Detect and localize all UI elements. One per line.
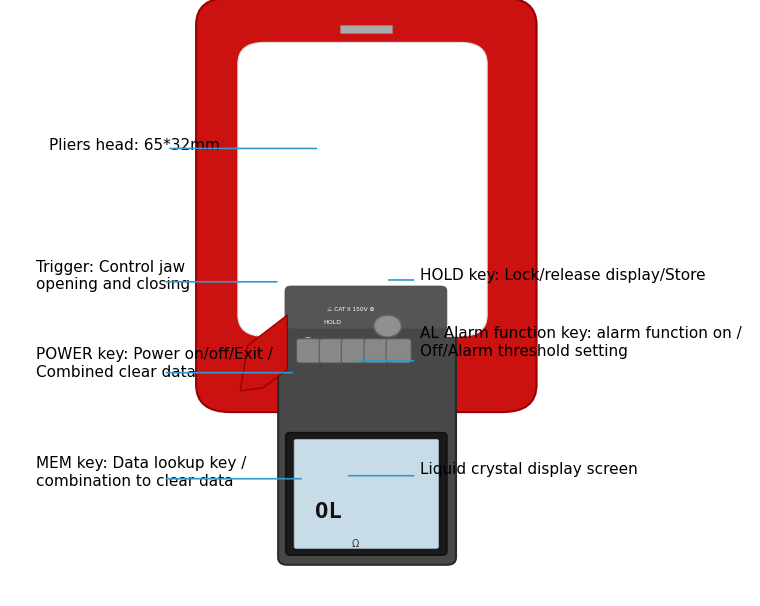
FancyBboxPatch shape	[296, 339, 321, 363]
Text: Trigger: Control jaw
opening and closing: Trigger: Control jaw opening and closing	[36, 259, 191, 292]
FancyBboxPatch shape	[294, 439, 439, 548]
FancyBboxPatch shape	[386, 339, 411, 363]
FancyBboxPatch shape	[319, 339, 344, 363]
Text: MEM key: Data lookup key /
combination to clear data: MEM key: Data lookup key / combination t…	[36, 456, 247, 489]
Text: HOLD: HOLD	[323, 320, 341, 325]
FancyBboxPatch shape	[340, 25, 392, 33]
FancyBboxPatch shape	[287, 324, 447, 373]
Text: POWER key: Power on/off/Exit /
Combined clear data: POWER key: Power on/off/Exit / Combined …	[36, 347, 274, 380]
FancyBboxPatch shape	[285, 286, 447, 329]
Text: >: >	[397, 342, 401, 347]
Text: Pliers head: 65*32mm: Pliers head: 65*32mm	[49, 138, 220, 153]
Text: Liquid crystal display screen: Liquid crystal display screen	[420, 462, 638, 477]
Circle shape	[374, 315, 401, 337]
Text: ON
OFF: ON OFF	[304, 336, 314, 347]
Text: ⚠ CAT II 150V ⊕: ⚠ CAT II 150V ⊕	[328, 307, 375, 311]
FancyBboxPatch shape	[341, 339, 366, 363]
Text: HOLD key: Lock/release display/Store: HOLD key: Lock/release display/Store	[420, 268, 705, 283]
Text: OL: OL	[315, 502, 342, 522]
Text: Ω: Ω	[352, 539, 359, 548]
FancyBboxPatch shape	[196, 0, 537, 412]
Text: <: <	[375, 342, 378, 347]
Text: AL Alarm function key: alarm function on /
Off/Alarm threshold setting: AL Alarm function key: alarm function on…	[420, 326, 741, 359]
Text: MEM: MEM	[326, 342, 337, 347]
FancyBboxPatch shape	[364, 339, 389, 363]
Text: AL: AL	[350, 342, 357, 347]
FancyBboxPatch shape	[278, 296, 456, 565]
FancyBboxPatch shape	[286, 433, 447, 555]
FancyBboxPatch shape	[238, 42, 487, 336]
Polygon shape	[240, 315, 287, 391]
